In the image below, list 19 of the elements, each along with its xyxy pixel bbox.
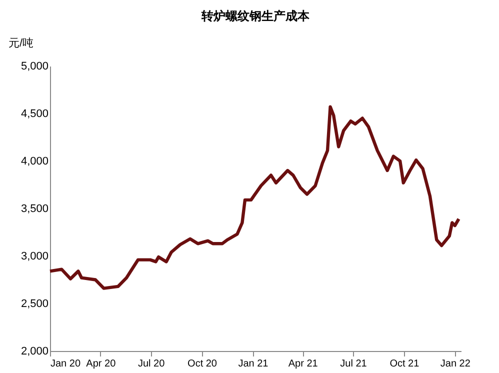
x-tick-label: Jul 21 (340, 358, 368, 370)
y-tick-label: 4,000 (20, 156, 48, 168)
x-tick-label: Oct 21 (390, 358, 420, 370)
y-tick-label: 2,500 (20, 298, 48, 310)
x-tick-label: Jan 21 (238, 358, 269, 370)
chart-title: 转炉螺纹钢生产成本 (200, 9, 310, 23)
x-tick-label: Jan 20 (50, 358, 81, 370)
y-tick-label: 2,000 (20, 346, 48, 358)
y-tick-label: 4,500 (20, 108, 48, 120)
line-series (48, 105, 460, 290)
y-tick-label: 5,000 (20, 60, 48, 72)
y-axis-title: 元/吨 (8, 36, 34, 50)
x-tick-label: Apr 20 (86, 358, 116, 370)
y-tick-label: 3,000 (20, 250, 48, 262)
x-tick-label: Oct 20 (188, 358, 218, 370)
x-tick-label: Jan 22 (440, 358, 471, 370)
y-tick-label: 3,500 (20, 203, 48, 215)
x-tick-label: Jul 20 (138, 358, 166, 370)
x-tick-label: Apr 21 (288, 358, 318, 370)
